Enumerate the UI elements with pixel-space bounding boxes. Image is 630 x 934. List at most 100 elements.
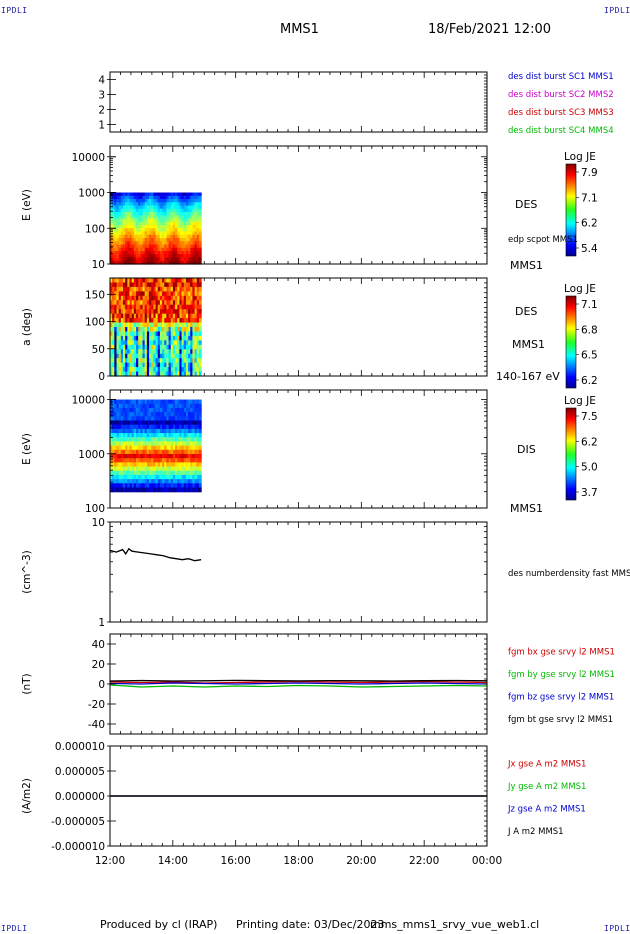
heatmap-cell xyxy=(136,470,139,476)
heatmap-cell xyxy=(110,340,113,346)
heatmap-cell xyxy=(155,257,159,262)
heatmap-cell xyxy=(183,300,187,306)
heatmap-cell xyxy=(155,479,159,484)
heatmap-cell xyxy=(153,225,157,229)
heatmap-cell xyxy=(142,412,146,417)
y-tick-label: 100 xyxy=(85,503,105,515)
heatmap-cell xyxy=(129,483,133,489)
heatmap-cell xyxy=(131,212,135,216)
heatmap-cell xyxy=(188,349,191,355)
heatmap-cell xyxy=(129,192,133,197)
heatmap-cell xyxy=(181,458,185,463)
heatmap-cell xyxy=(168,474,172,480)
heatmap-cell xyxy=(157,416,161,422)
heatmap-cell xyxy=(194,358,198,364)
legend-entry: fgm by gse srvy l2 MMS1 xyxy=(508,670,615,680)
heatmap-cell xyxy=(136,428,139,434)
heatmap-cell xyxy=(146,247,150,252)
heatmap-cell xyxy=(162,367,165,373)
heatmap-cell xyxy=(185,470,189,476)
heatmap-cell xyxy=(192,349,196,355)
heatmap-cell xyxy=(185,202,189,207)
heatmap-cell xyxy=(142,462,146,468)
heatmap-cell xyxy=(110,318,113,324)
heatmap-cell xyxy=(129,367,133,373)
heatmap-cell xyxy=(177,367,181,373)
heatmap-cell xyxy=(166,412,170,417)
heatmap-cell xyxy=(110,335,113,341)
heatmap-cell xyxy=(198,300,202,306)
heatmap-cell xyxy=(142,231,146,236)
heatmap-cell xyxy=(183,234,187,239)
heatmap-cell xyxy=(120,458,124,463)
heatmap-cell xyxy=(157,257,161,262)
heatmap-cell xyxy=(170,466,174,472)
heatmap-cell xyxy=(140,215,144,220)
heatmap-cell xyxy=(140,367,144,373)
heatmap-cell xyxy=(188,433,191,438)
heatmap-cell xyxy=(142,304,146,310)
heatmap-cell xyxy=(114,195,118,200)
heatmap-cell xyxy=(112,192,115,197)
heatmap-cell xyxy=(166,282,170,288)
heatmap-cell xyxy=(190,462,194,468)
heatmap-cell xyxy=(194,403,198,409)
heatmap-cell xyxy=(116,433,120,438)
heatmap-cell xyxy=(114,349,118,355)
heatmap-cell xyxy=(192,371,196,377)
heatmap-cell xyxy=(177,260,181,265)
heatmap-cell xyxy=(151,420,154,426)
heatmap-cell xyxy=(198,416,202,422)
heatmap-cell xyxy=(168,304,172,310)
heatmap-cell xyxy=(198,367,202,373)
heatmap-cell xyxy=(188,466,191,472)
heatmap-cell xyxy=(159,399,163,405)
heatmap-cell xyxy=(116,228,120,233)
heatmap-cell xyxy=(131,300,135,306)
heatmap-cell xyxy=(190,487,194,493)
heatmap-cell xyxy=(110,349,113,355)
heatmap-cell xyxy=(183,241,187,246)
heatmap-cell xyxy=(198,257,202,262)
heatmap-cell xyxy=(194,199,198,203)
y-tick-label: 10 xyxy=(92,259,105,271)
heatmap-cell xyxy=(127,474,131,480)
heatmap-cell xyxy=(157,300,161,306)
heatmap-cell xyxy=(146,349,150,355)
heatmap-cell xyxy=(131,234,135,239)
heatmap-cell xyxy=(168,487,172,493)
heatmap-cell xyxy=(192,453,196,459)
heatmap-cell xyxy=(155,282,159,288)
heatmap-cell xyxy=(149,254,152,259)
heatmap-cell xyxy=(183,353,187,359)
heatmap-cell xyxy=(140,318,144,324)
heatmap-cell xyxy=(138,453,141,459)
heatmap-cell xyxy=(196,453,200,459)
heatmap-cell xyxy=(151,215,154,220)
heatmap-cell xyxy=(168,322,172,328)
heatmap-cell xyxy=(188,291,191,297)
heatmap-cell xyxy=(155,483,159,489)
heatmap-cell xyxy=(151,286,154,292)
heatmap-cell xyxy=(127,282,131,288)
heatmap-cell xyxy=(192,474,196,480)
heatmap-cell xyxy=(164,282,168,288)
heatmap-cell xyxy=(190,238,194,242)
heatmap-cell xyxy=(125,199,128,203)
heatmap-cell xyxy=(138,412,141,417)
heatmap-cell xyxy=(177,479,181,484)
heatmap-cell xyxy=(133,483,137,489)
heatmap-cell xyxy=(112,278,115,284)
heatmap-cell xyxy=(177,335,181,341)
heatmap-cell xyxy=(185,433,189,438)
heatmap-cell xyxy=(172,247,176,252)
heatmap-cell xyxy=(179,416,183,422)
heatmap-cell xyxy=(123,458,126,463)
heatmap-cell xyxy=(196,416,200,422)
heatmap-cell xyxy=(136,416,139,422)
heatmap-cell xyxy=(112,238,115,242)
heatmap-cell xyxy=(175,353,178,359)
heatmap-cell xyxy=(168,282,172,288)
heatmap-cell xyxy=(114,199,118,203)
heatmap-cell xyxy=(162,416,165,422)
